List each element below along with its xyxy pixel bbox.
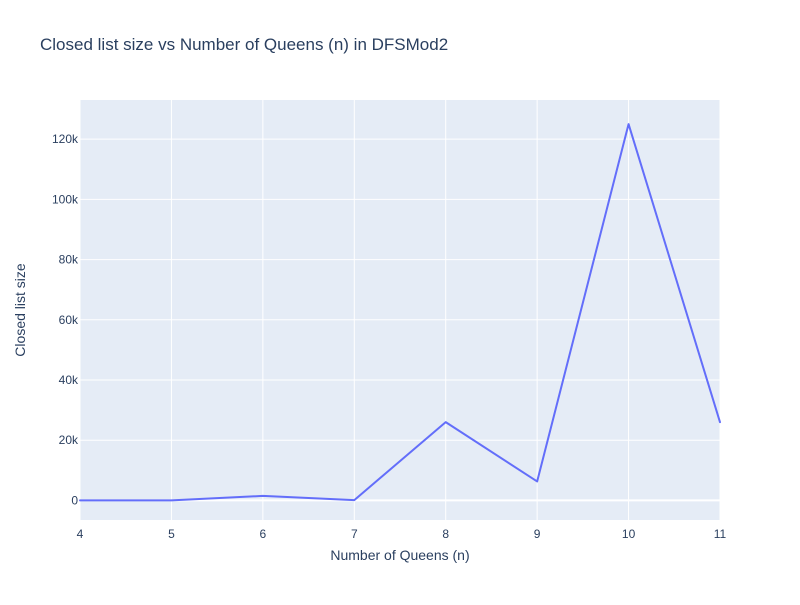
x-tick-label: 10 (622, 527, 636, 541)
y-tick-label: 80k (59, 253, 79, 267)
x-tick-label: 8 (442, 527, 449, 541)
series-line (79, 123, 721, 502)
x-tick-label: 5 (168, 527, 175, 541)
y-tick-label: 40k (59, 373, 79, 387)
chart-title: Closed list size vs Number of Queens (n)… (40, 35, 448, 54)
y-tick-label: 0 (71, 493, 78, 507)
y-tick-label: 120k (52, 132, 79, 146)
y-axis-tick-labels: 0 20k 40k 60k 80k 100k 120k (52, 132, 79, 507)
y-axis-title: Closed list size (12, 263, 28, 357)
x-axis-tick-labels: 4 5 6 7 8 9 10 11 (77, 527, 727, 541)
x-tick-label: 6 (260, 527, 267, 541)
plot-area (80, 100, 720, 520)
x-tick-label: 7 (351, 527, 358, 541)
x-tick-label: 4 (77, 527, 84, 541)
y-tick-label: 60k (59, 313, 79, 327)
y-tick-label: 20k (59, 433, 79, 447)
x-axis-title: Number of Queens (n) (330, 547, 469, 563)
y-tick-label: 100k (52, 192, 79, 206)
x-tick-label: 11 (714, 527, 727, 541)
x-tick-label: 9 (534, 527, 541, 541)
x-grid-lines (79, 100, 721, 520)
